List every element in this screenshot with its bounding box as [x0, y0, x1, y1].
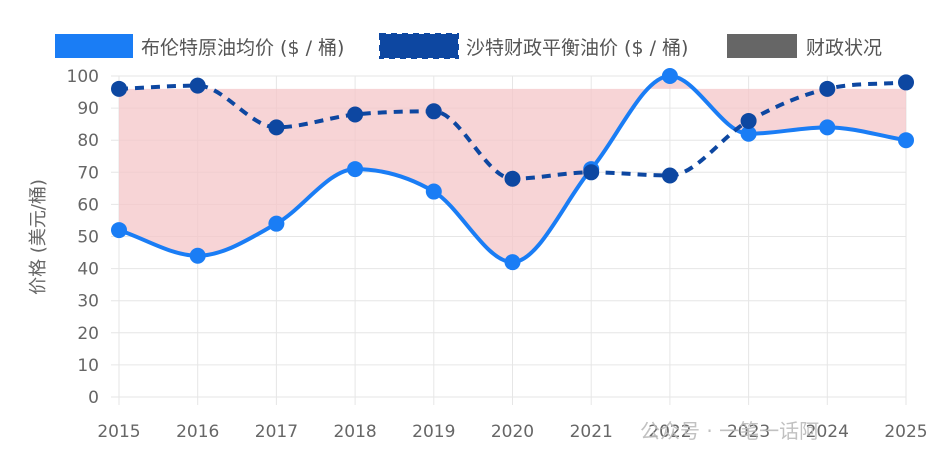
y-tick-label: 10: [77, 356, 99, 376]
brent-point: [189, 247, 206, 264]
y-tick-label: 100: [67, 67, 99, 87]
watermark: 公众号 · 一笔一话阿: [640, 419, 819, 443]
brent-point: [898, 132, 914, 149]
legend-item-breakeven[interactable]: 沙特财政平衡油价 ($ / 桶): [379, 33, 688, 59]
x-tick-label: 2021: [570, 422, 613, 442]
breakeven-point: [583, 164, 600, 181]
y-tick-label: 90: [77, 99, 99, 119]
legend-label-fiscal: 财政状况: [806, 37, 882, 59]
x-axis-ticks: 2015 2016 2017 2018 2019 2020 2021 2022 2023 2024…: [97, 422, 927, 442]
brent-point: [819, 119, 836, 136]
breakeven-point: [504, 170, 521, 187]
breakeven-point: [189, 77, 206, 94]
brent-point: [111, 222, 127, 239]
brent-point: [504, 254, 521, 271]
x-tick-label: 2024: [806, 422, 849, 442]
legend-swatch-brent: [55, 34, 133, 58]
breakeven-point: [347, 106, 364, 123]
fiscal-area: [119, 76, 906, 263]
x-tick-label: 2022: [648, 422, 691, 442]
legend-swatch-fiscal: [727, 34, 797, 58]
x-tick-label: 2016: [176, 422, 219, 442]
y-tick-label: 80: [77, 131, 99, 151]
breakeven-point: [898, 74, 914, 91]
y-tick-label: 20: [77, 324, 99, 344]
y-tick-label: 70: [77, 163, 99, 183]
y-tick-label: 40: [77, 260, 99, 280]
x-tick-label: 2023: [727, 422, 770, 442]
legend-swatch-breakeven: [379, 33, 459, 59]
breakeven-point: [425, 103, 442, 120]
series-points: [111, 68, 914, 271]
x-tick-label: 2017: [255, 422, 298, 442]
y-axis-ticks: 0 10 20 30 40 50 60 70 80 90 100: [67, 67, 99, 408]
legend: 布伦特原油均价 ($ / 桶) 沙特财政平衡油价 ($ / 桶) 财政状况: [55, 33, 882, 59]
legend-item-brent[interactable]: 布伦特原油均价 ($ / 桶): [55, 34, 344, 59]
y-tick-label: 50: [77, 228, 99, 248]
brent-point: [740, 125, 757, 142]
y-tick-label: 60: [77, 195, 99, 215]
y-tick-label: 30: [77, 292, 99, 312]
legend-label-breakeven: 沙特财政平衡油价 ($ / 桶): [466, 37, 688, 59]
breakeven-point: [819, 80, 836, 97]
breakeven-point: [740, 112, 757, 129]
x-tick-label: 2018: [333, 422, 376, 442]
x-tick-label: 2020: [491, 422, 534, 442]
brent-point: [347, 161, 364, 178]
breakeven-point: [268, 119, 285, 136]
legend-label-brent: 布伦特原油均价 ($ / 桶): [141, 37, 344, 59]
brent-point: [425, 183, 442, 200]
brent-point: [661, 68, 678, 84]
legend-item-fiscal[interactable]: 财政状况: [727, 34, 882, 59]
x-tick-label: 2015: [97, 422, 140, 442]
breakeven-point: [111, 80, 127, 97]
y-axis-title: 价格 (美元/桶): [28, 179, 49, 295]
y-tick-label: 0: [88, 388, 99, 408]
x-tick-label: 2025: [884, 422, 927, 442]
x-tick-label: 2019: [412, 422, 455, 442]
fiscal-fill: [119, 76, 906, 263]
brent-point: [268, 215, 285, 232]
breakeven-point: [661, 167, 678, 184]
